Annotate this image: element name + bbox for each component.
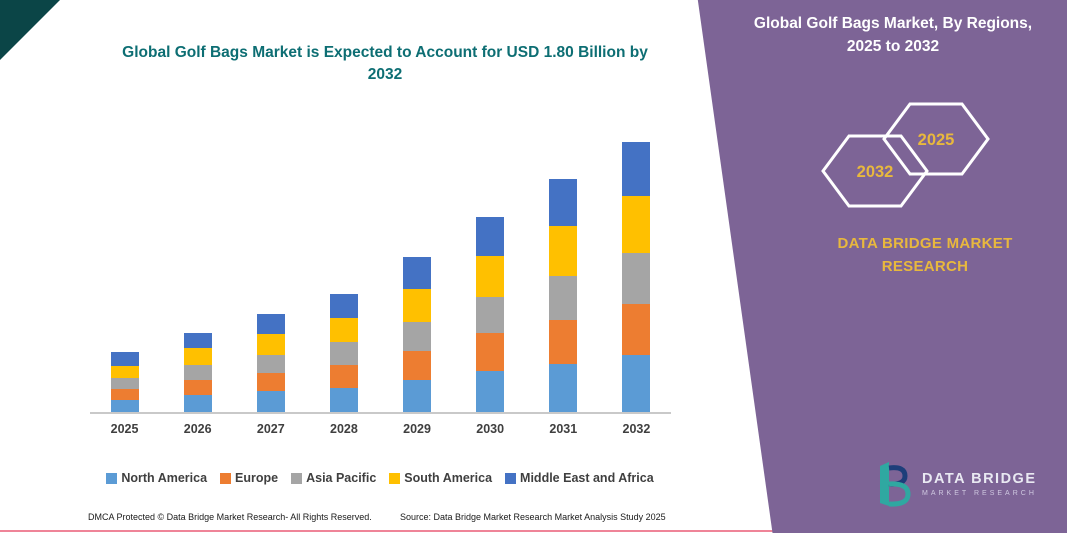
- bar-column-2026: [183, 333, 212, 412]
- legend-label: South America: [404, 471, 493, 485]
- bar-segment-asia-pacific: [476, 297, 505, 333]
- bar-segment-asia-pacific: [110, 378, 139, 389]
- bar-segment-south-america: [183, 348, 212, 365]
- legend-item-north-america: North America: [106, 471, 207, 485]
- bar-segment-europe: [403, 351, 432, 380]
- bar-segment-south-america: [549, 226, 578, 276]
- hexagon-2032-label: 2032: [857, 163, 894, 181]
- x-axis-line: [90, 412, 671, 414]
- chart-title: Global Golf Bags Market is Expected to A…: [122, 44, 648, 84]
- legend-swatch-north-america: [106, 472, 118, 484]
- corner-triangle-decoration: [0, 0, 60, 60]
- bar-segment-europe: [549, 320, 578, 364]
- bar-column-2027: [256, 314, 285, 412]
- bar-segment-asia-pacific: [256, 355, 285, 373]
- legend: North America Europe Asia Pacific South Ame…: [70, 471, 690, 485]
- bar-segment-middle-east-and-africa: [110, 352, 139, 366]
- x-axis-label-2032: 2032: [622, 422, 651, 436]
- logo-subtitle: MARKET RESEARCH: [922, 490, 1037, 497]
- bar-segment-south-america: [110, 366, 139, 378]
- footer-dmca-text: DMCA Protected © Data Bridge Market Rese…: [88, 512, 372, 522]
- bar-column-2029: [403, 257, 432, 412]
- bar-segment-south-america: [476, 256, 505, 297]
- bar-segment-europe: [329, 365, 358, 388]
- x-axis-label-2025: 2025: [110, 422, 139, 436]
- labels-row: 2025 2026 2027 2028 2029 2030 2031 2032: [88, 422, 673, 436]
- bar-segment-north-america: [256, 391, 285, 412]
- bar-column-2032: [622, 142, 651, 412]
- bar-column-2028: [329, 294, 358, 412]
- bar-segment-south-america: [622, 196, 651, 253]
- bar-segment-middle-east-and-africa: [403, 257, 432, 289]
- bar-segment-europe: [183, 380, 212, 395]
- bar-column-2031: [549, 179, 578, 412]
- bar-column-2030: [476, 217, 505, 412]
- legend-label: North America: [121, 471, 208, 485]
- hexagon-2032: 2032: [821, 134, 929, 208]
- bar-segment-europe: [110, 389, 139, 400]
- bar-segment-north-america: [183, 395, 212, 412]
- bar-segment-asia-pacific: [549, 276, 578, 320]
- legend-label: Europe: [235, 471, 279, 485]
- legend-item-asia-pacific: Asia Pacific: [291, 471, 376, 485]
- bar-segment-middle-east-and-africa: [476, 217, 505, 256]
- bar-segment-middle-east-and-africa: [256, 314, 285, 334]
- legend-item-middle-east-and-africa: Middle East and Africa: [505, 471, 654, 485]
- bar-segment-north-america: [403, 380, 432, 412]
- x-axis-label-2030: 2030: [476, 422, 505, 436]
- legend-swatch-middle-east-and-africa: [505, 472, 517, 484]
- footer-source-text: Source: Data Bridge Market Research Mark…: [400, 512, 666, 522]
- bar-segment-south-america: [256, 334, 285, 355]
- bar-segment-europe: [256, 373, 285, 391]
- footer-divider-line: [0, 530, 779, 532]
- bar-segment-north-america: [549, 364, 578, 412]
- bar-column-2025: [110, 352, 139, 412]
- bar-segment-north-america: [622, 355, 651, 412]
- bar-segment-asia-pacific: [329, 342, 358, 365]
- logo-text-block: DATA BRIDGE MARKET RESEARCH: [922, 471, 1037, 497]
- bar-segment-south-america: [403, 289, 432, 322]
- bar-segment-europe: [622, 304, 651, 355]
- x-axis-label-2026: 2026: [183, 422, 212, 436]
- legend-swatch-south-america: [389, 472, 401, 484]
- brand-text: DATA BRIDGE MARKET RESEARCH: [837, 235, 1013, 276]
- x-axis-label-2027: 2027: [256, 422, 285, 436]
- bar-chart: 2025 2026 2027 2028 2029 2030 2031 2032: [88, 132, 673, 436]
- legend-label: Middle East and Africa: [520, 471, 654, 485]
- bars-row: [88, 132, 673, 412]
- bar-segment-europe: [476, 333, 505, 371]
- databridge-logo-mark-icon: [880, 462, 911, 507]
- x-axis-label-2028: 2028: [330, 422, 358, 436]
- hexagon-2025: 2025: [882, 102, 990, 176]
- hexagon-2025-label: 2025: [918, 131, 955, 149]
- databridge-logo: DATA BRIDGE MARKET RESEARCH: [872, 460, 1037, 508]
- legend-item-europe: Europe: [220, 471, 278, 485]
- bar-segment-middle-east-and-africa: [622, 142, 651, 196]
- legend-item-south-america: South America: [389, 471, 492, 485]
- logo-name: DATA BRIDGE: [922, 471, 1037, 487]
- legend-swatch-europe: [220, 472, 232, 484]
- panel-title: Global Golf Bags Market, By Regions, 202…: [753, 15, 1033, 56]
- x-axis-label-2031: 2031: [549, 422, 578, 436]
- legend-label: Asia Pacific: [306, 471, 377, 485]
- legend-swatch-asia-pacific: [291, 472, 303, 484]
- bar-segment-middle-east-and-africa: [329, 294, 358, 318]
- bar-segment-middle-east-and-africa: [183, 333, 212, 348]
- x-axis-label-2029: 2029: [403, 422, 431, 436]
- bar-segment-north-america: [329, 388, 358, 412]
- bar-segment-middle-east-and-africa: [549, 179, 578, 226]
- bar-segment-asia-pacific: [403, 322, 432, 351]
- bar-segment-north-america: [110, 400, 139, 412]
- bar-segment-south-america: [329, 318, 358, 342]
- bar-segment-asia-pacific: [622, 253, 651, 304]
- bar-segment-asia-pacific: [183, 365, 212, 380]
- bar-segment-north-america: [476, 371, 505, 412]
